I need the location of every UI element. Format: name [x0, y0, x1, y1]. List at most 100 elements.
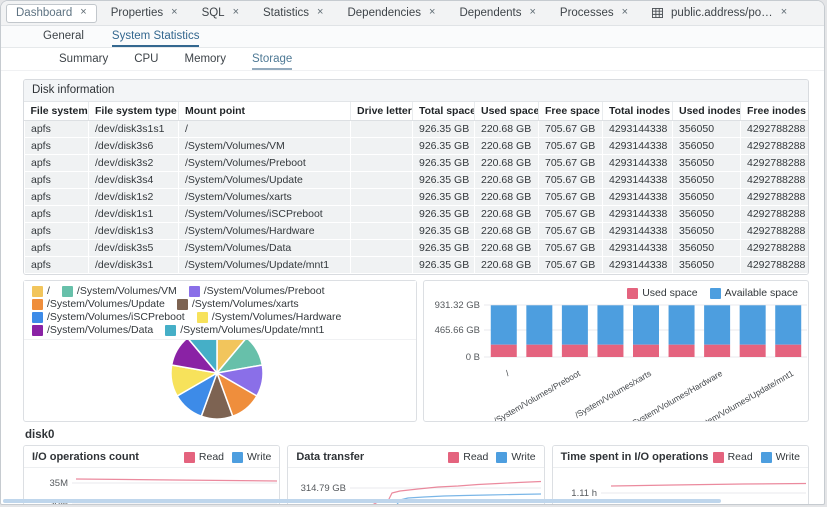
tab-statistics[interactable]: Statistics ×: [253, 4, 333, 23]
column-header-free-space: Free space: [539, 102, 603, 121]
table-cell: /System/Volumes/Update/mnt1: [179, 257, 351, 274]
table-cell: 926.35 GB: [413, 206, 475, 223]
legend-swatch-icon: [32, 312, 43, 323]
read-legend-label: Read: [728, 451, 753, 463]
line-chart-y-label: 1.11 h: [571, 488, 597, 499]
bar-used-segment: [633, 345, 659, 357]
legend-swatch-icon: [165, 325, 176, 336]
pie-legend-item: /System/Volumes/VM: [62, 285, 177, 297]
column-header-total-inodes: Total inodes: [603, 102, 673, 121]
nav-item-general[interactable]: General: [43, 30, 84, 47]
close-icon[interactable]: ×: [781, 7, 787, 18]
table-header-row: File systemFile system typeMount pointDr…: [25, 102, 810, 121]
tab-label: public.address/po…: [671, 7, 773, 19]
disk-information-table: File systemFile system typeMount pointDr…: [24, 102, 809, 274]
bar-available-segment: [775, 305, 801, 344]
bar-y-axis-label: 465.66 GB: [435, 325, 480, 336]
read-legend-label: Read: [463, 451, 488, 463]
bar-legend-item: Available space: [710, 287, 798, 299]
table-cell: 4293144338: [603, 223, 673, 240]
write-legend-item: Write: [496, 451, 535, 463]
subnav-item-summary[interactable]: Summary: [59, 53, 108, 70]
pie-legend-label: /System/Volumes/Data: [47, 324, 153, 336]
table-row: apfs/dev/disk3s2/System/Volumes/Preboot9…: [25, 155, 810, 172]
tab-processes[interactable]: Processes×: [550, 4, 638, 23]
table-cell: 356050: [673, 223, 741, 240]
bar-used-segment: [562, 345, 588, 357]
pie-legend-label: /System/Volumes/Preboot: [204, 285, 325, 297]
nav-item-system-statistics[interactable]: System Statistics: [112, 30, 200, 47]
legend-swatch-icon: [627, 288, 638, 299]
subnav-item-storage[interactable]: Storage: [252, 53, 292, 70]
bar-used-segment: [775, 345, 801, 357]
pie-legend-label: /System/Volumes/Hardware: [212, 311, 342, 323]
disk0-panel-header: Data transfer Read Write: [288, 446, 543, 468]
table-cell: apfs: [25, 257, 89, 274]
table-cell: /dev/disk3s4: [89, 172, 179, 189]
subnav-item-cpu[interactable]: CPU: [134, 53, 158, 70]
table-icon: [652, 8, 663, 18]
table-cell: 356050: [673, 138, 741, 155]
tab-dependents[interactable]: Dependents ×: [449, 4, 545, 23]
table-cell: 220.68 GB: [475, 189, 539, 206]
close-icon[interactable]: ×: [529, 7, 535, 18]
disk0-panel-time-spent-in-i-o-operations: Time spent in I/O operationsReadWrite1.1…: [552, 445, 809, 505]
table-cell: [351, 240, 413, 257]
table-cell: 4293144338: [603, 138, 673, 155]
column-header-used-inodes: Used inodes: [673, 102, 741, 121]
close-icon[interactable]: ×: [171, 7, 177, 18]
storage-content: Disk information File systemFile system …: [1, 71, 824, 505]
disk0-panel-title: Data transfer: [296, 451, 364, 463]
pie-legend-label: /System/Volumes/VM: [77, 285, 177, 297]
table-cell: [351, 121, 413, 138]
subnav-item-memory[interactable]: Memory: [184, 53, 226, 70]
close-icon[interactable]: ×: [317, 7, 323, 18]
close-icon[interactable]: ×: [429, 7, 435, 18]
table-cell: 356050: [673, 257, 741, 274]
tab-label: Statistics: [263, 7, 309, 19]
legend-swatch-icon: [32, 299, 43, 310]
horizontal-scrollbar-thumb[interactable]: [3, 499, 721, 503]
tab-label: Dashboard: [16, 7, 72, 19]
tab-properties[interactable]: Properties×: [101, 4, 188, 23]
disk0-panel-title: I/O operations count: [32, 451, 139, 463]
read-legend-item: Read: [184, 451, 224, 463]
tab-sql[interactable]: SQL ×: [192, 4, 249, 23]
disk-information-title: Disk information: [24, 80, 808, 102]
tab-dashboard[interactable]: Dashboard ×: [6, 4, 97, 23]
pgadmin-dashboard-window: Dashboard×Properties×SQL×Statistics×Depe…: [0, 0, 825, 505]
write-legend-label: Write: [247, 451, 271, 463]
table-cell: 705.67 GB: [539, 223, 603, 240]
pie-legend-label: /System/Volumes/Update: [47, 298, 165, 310]
table-cell: 356050: [673, 206, 741, 223]
pie-legend-label: /: [47, 285, 50, 297]
bar-legend-label: Used space: [642, 287, 697, 299]
table-cell: 4292788288: [741, 155, 810, 172]
table-cell: apfs: [25, 138, 89, 155]
table-cell: 4293144338: [603, 172, 673, 189]
tab-label: Dependents: [459, 7, 521, 19]
tab-dependencies[interactable]: Dependencies×: [337, 4, 445, 23]
tab-public-address-po[interactable]: public.address/po… ×: [642, 4, 797, 23]
pie-legend-label: /System/Volumes/iSCPreboot: [47, 311, 185, 323]
line-chart-y-label: 35M: [50, 478, 69, 489]
table-cell: /System/Volumes/xarts: [179, 189, 351, 206]
write-legend-item: Write: [232, 451, 271, 463]
bar-available-segment: [597, 305, 623, 344]
close-icon[interactable]: ×: [233, 7, 239, 18]
table-cell: 705.67 GB: [539, 240, 603, 257]
column-header-total-space: Total space: [413, 102, 475, 121]
dashboard-nav: General System Statistics: [1, 26, 824, 48]
table-cell: 220.68 GB: [475, 257, 539, 274]
table-row: apfs/dev/disk3s6/System/Volumes/VM926.35…: [25, 138, 810, 155]
table-cell: 705.67 GB: [539, 189, 603, 206]
close-icon[interactable]: ×: [80, 7, 86, 18]
disk0-panel-i-o-operations-count: I/O operations countReadWrite35M30M: [23, 445, 280, 505]
legend-swatch-icon: [232, 452, 243, 463]
disk0-charts-row: I/O operations countReadWrite35M30MData …: [23, 445, 809, 505]
close-icon[interactable]: ×: [622, 7, 628, 18]
bar-legend-item: Used space: [627, 287, 697, 299]
table-cell: 4293144338: [603, 121, 673, 138]
tab-label: SQL: [202, 7, 225, 19]
table-cell: 705.67 GB: [539, 257, 603, 274]
